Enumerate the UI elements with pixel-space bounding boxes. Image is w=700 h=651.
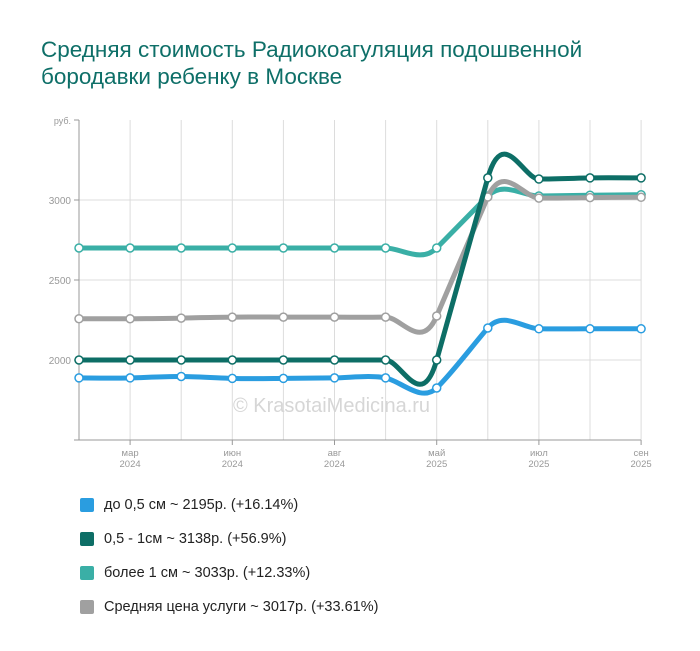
series-3	[74, 179, 646, 335]
data-point[interactable]	[431, 243, 442, 253]
data-point[interactable]	[431, 355, 442, 365]
data-point[interactable]	[636, 192, 646, 203]
watermark: © KrasotaiMedicina.ru	[233, 395, 431, 417]
legend-label: 0,5 - 1см ~ 3138р. (+56.9%)	[104, 531, 287, 547]
line-chart: руб.200025003000мар2024июн2024авг2024май…	[49, 116, 652, 470]
data-point[interactable]	[278, 312, 289, 322]
data-point[interactable]	[176, 243, 186, 253]
legend-label: Средняя цена услуги ~ 3017р. (+33.61%)	[104, 599, 379, 615]
data-point[interactable]	[636, 324, 646, 334]
data-point[interactable]	[483, 323, 493, 333]
series-0	[74, 317, 646, 396]
x-tick-year: 2024	[120, 459, 141, 470]
legend-item-large[interactable]: более 1 см ~ 3033р. (+12.33%)	[80, 556, 378, 590]
data-point[interactable]	[380, 355, 391, 365]
data-point[interactable]	[483, 173, 493, 183]
x-tick-month: мар	[122, 448, 139, 459]
y-tick-label: 2000	[49, 356, 72, 367]
data-point[interactable]	[380, 243, 391, 253]
legend-swatch	[80, 566, 94, 580]
data-point[interactable]	[636, 173, 646, 183]
data-point[interactable]	[227, 243, 238, 253]
data-point[interactable]	[380, 373, 391, 383]
x-tick-month: июн	[223, 448, 241, 459]
legend-item-small[interactable]: до 0,5 см ~ 2195р. (+16.14%)	[80, 488, 378, 522]
data-point[interactable]	[585, 192, 595, 203]
data-point[interactable]	[176, 355, 186, 365]
data-point[interactable]	[227, 373, 238, 384]
series-1	[74, 151, 646, 387]
data-point[interactable]	[585, 324, 595, 334]
data-point[interactable]	[380, 312, 391, 322]
series-line	[76, 317, 644, 396]
data-point[interactable]	[585, 173, 595, 183]
data-point[interactable]	[125, 373, 135, 383]
legend-label: более 1 см ~ 3033р. (+12.33%)	[104, 565, 311, 581]
legend-item-average[interactable]: Средняя цена услуги ~ 3017р. (+33.61%)	[80, 590, 378, 624]
series-line	[76, 151, 644, 387]
x-tick-year: 2025	[426, 459, 447, 470]
y-tick-label: 3000	[49, 196, 72, 207]
x-tick-month: сен	[633, 448, 648, 459]
data-point[interactable]	[74, 355, 84, 365]
data-point[interactable]	[125, 243, 135, 253]
grid	[79, 120, 642, 440]
series-lines	[74, 151, 646, 396]
data-point[interactable]	[227, 312, 238, 322]
data-point[interactable]	[278, 243, 289, 253]
data-point[interactable]	[534, 193, 544, 203]
data-point[interactable]	[534, 324, 544, 334]
legend: до 0,5 см ~ 2195р. (+16.14%) 0,5 - 1см ~…	[80, 488, 378, 624]
y-tick-label: 2500	[49, 276, 72, 287]
data-point[interactable]	[74, 243, 84, 253]
series-line	[76, 179, 644, 335]
data-point[interactable]	[329, 355, 340, 365]
data-point[interactable]	[329, 312, 340, 322]
data-point[interactable]	[74, 373, 84, 383]
x-tick-month: авг	[328, 448, 342, 459]
x-tick-year: 2025	[631, 459, 652, 470]
data-point[interactable]	[176, 371, 186, 382]
data-point[interactable]	[74, 313, 84, 324]
data-point[interactable]	[329, 243, 340, 253]
data-point[interactable]	[329, 373, 340, 383]
data-point[interactable]	[431, 383, 442, 393]
legend-swatch	[80, 532, 94, 546]
legend-item-medium[interactable]: 0,5 - 1см ~ 3138р. (+56.9%)	[80, 522, 378, 556]
data-point[interactable]	[227, 355, 238, 365]
data-point[interactable]	[176, 313, 186, 323]
data-point[interactable]	[278, 355, 289, 365]
x-tick-year: 2024	[222, 459, 243, 470]
data-point[interactable]	[534, 174, 544, 184]
data-point[interactable]	[431, 311, 442, 321]
legend-swatch	[80, 498, 94, 512]
data-point[interactable]	[125, 313, 135, 324]
chart-title: Средняя стоимость Радиокоагуляция подошв…	[41, 37, 583, 89]
y-axis-unit: руб.	[54, 116, 71, 126]
x-tick-month: май	[428, 448, 445, 459]
data-point[interactable]	[278, 373, 289, 384]
axes: руб.200025003000мар2024июн2024авг2024май…	[49, 116, 652, 470]
x-tick-month: июл	[530, 448, 548, 459]
x-tick-year: 2025	[528, 459, 549, 470]
legend-label: до 0,5 см ~ 2195р. (+16.14%)	[104, 497, 299, 513]
x-tick-year: 2024	[324, 459, 345, 470]
data-point[interactable]	[125, 355, 135, 365]
legend-swatch	[80, 600, 94, 614]
